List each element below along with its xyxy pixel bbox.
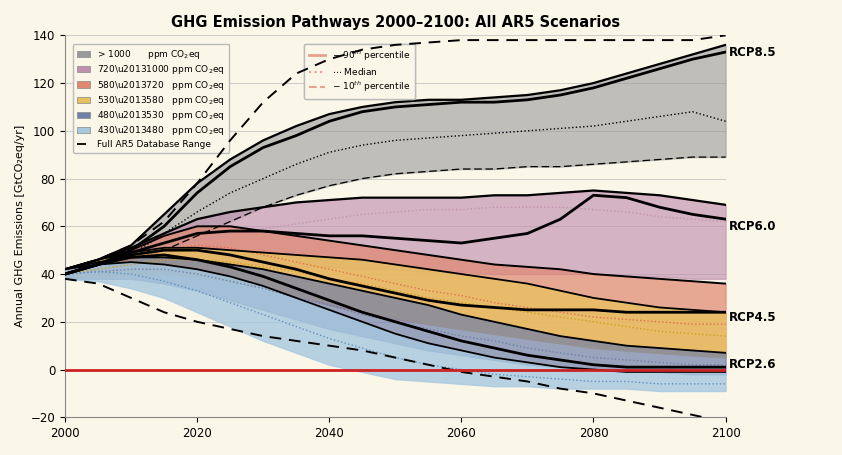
Text: RCP8.5: RCP8.5 [729,46,776,59]
Text: RCP6.0: RCP6.0 [729,220,776,233]
Text: RCP4.5: RCP4.5 [729,310,776,324]
Legend: $-$ 90$^{th}$ percentile, $\cdots$ Median, $-$ 10$^{th}$ percentile: $-$ 90$^{th}$ percentile, $\cdots$ Media… [304,44,415,99]
Title: GHG Emission Pathways 2000–2100: All AR5 Scenarios: GHG Emission Pathways 2000–2100: All AR5… [171,15,620,30]
Y-axis label: Annual GHG Emissions [GtCO₂eq/yr]: Annual GHG Emissions [GtCO₂eq/yr] [15,125,25,328]
Text: RCP2.6: RCP2.6 [729,358,776,371]
